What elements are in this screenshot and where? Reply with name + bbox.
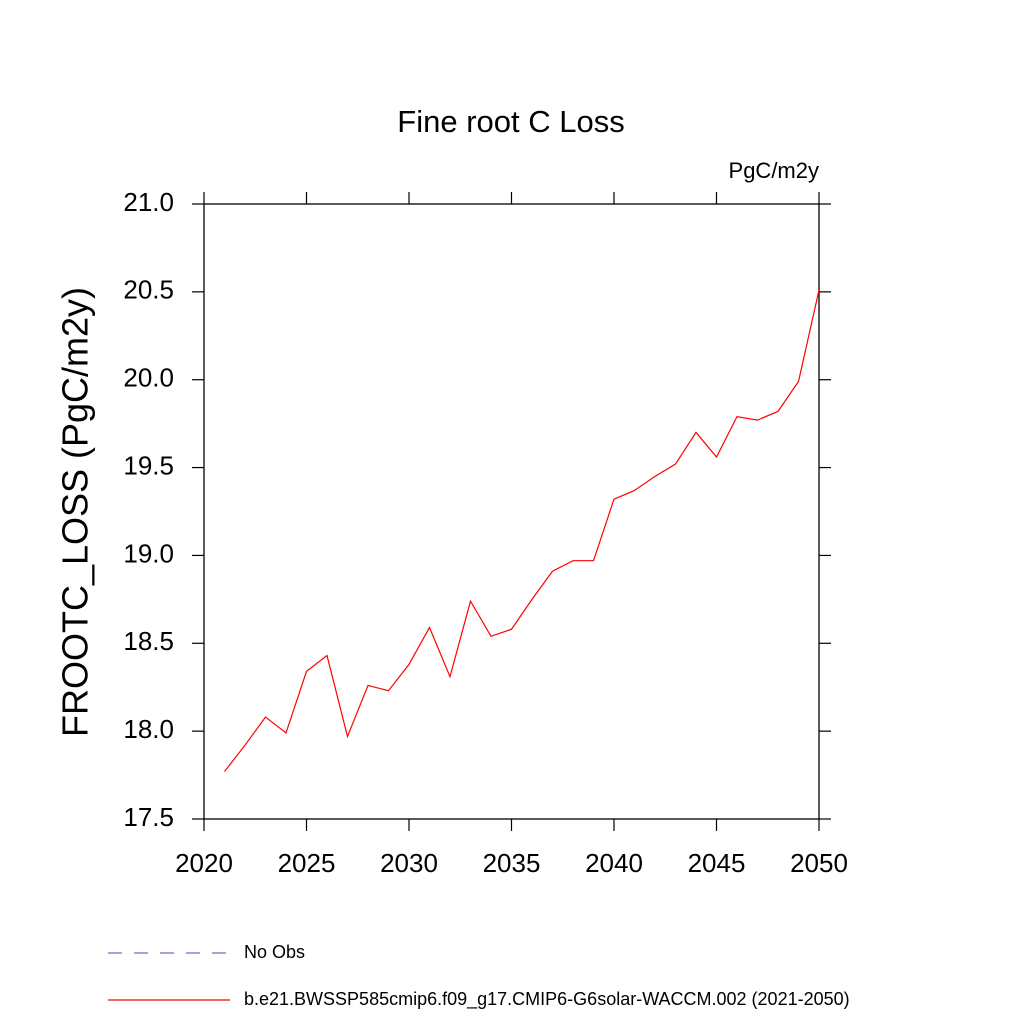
- series-line: [224, 289, 820, 772]
- y-tick-label: 18.0: [123, 714, 174, 744]
- y-tick-label: 18.5: [123, 626, 174, 656]
- x-tick-label: 2040: [585, 848, 643, 878]
- units-label: PgC/m2y: [729, 158, 819, 183]
- x-tick-label: 2050: [790, 848, 848, 878]
- y-axis-label: FROOTC_LOSS (PgC/m2y): [55, 287, 96, 737]
- x-tick-label: 2030: [380, 848, 438, 878]
- y-tick-label: 20.5: [123, 275, 174, 305]
- x-tick-label: 2025: [278, 848, 336, 878]
- legend-label: No Obs: [244, 942, 305, 962]
- x-tick-label: 2035: [483, 848, 541, 878]
- x-tick-label: 2020: [175, 848, 233, 878]
- y-tick-label: 19.5: [123, 450, 174, 480]
- y-tick-label: 17.5: [123, 802, 174, 832]
- y-tick-label: 20.0: [123, 363, 174, 393]
- y-tick-label: 21.0: [123, 187, 174, 217]
- x-tick-label: 2045: [688, 848, 746, 878]
- y-tick-label: 19.0: [123, 538, 174, 568]
- legend-label: b.e21.BWSSP585cmip6.f09_g17.CMIP6-G6sola…: [244, 989, 850, 1010]
- plot-frame: [203, 203, 820, 820]
- chart-title: Fine root C Loss: [397, 104, 624, 139]
